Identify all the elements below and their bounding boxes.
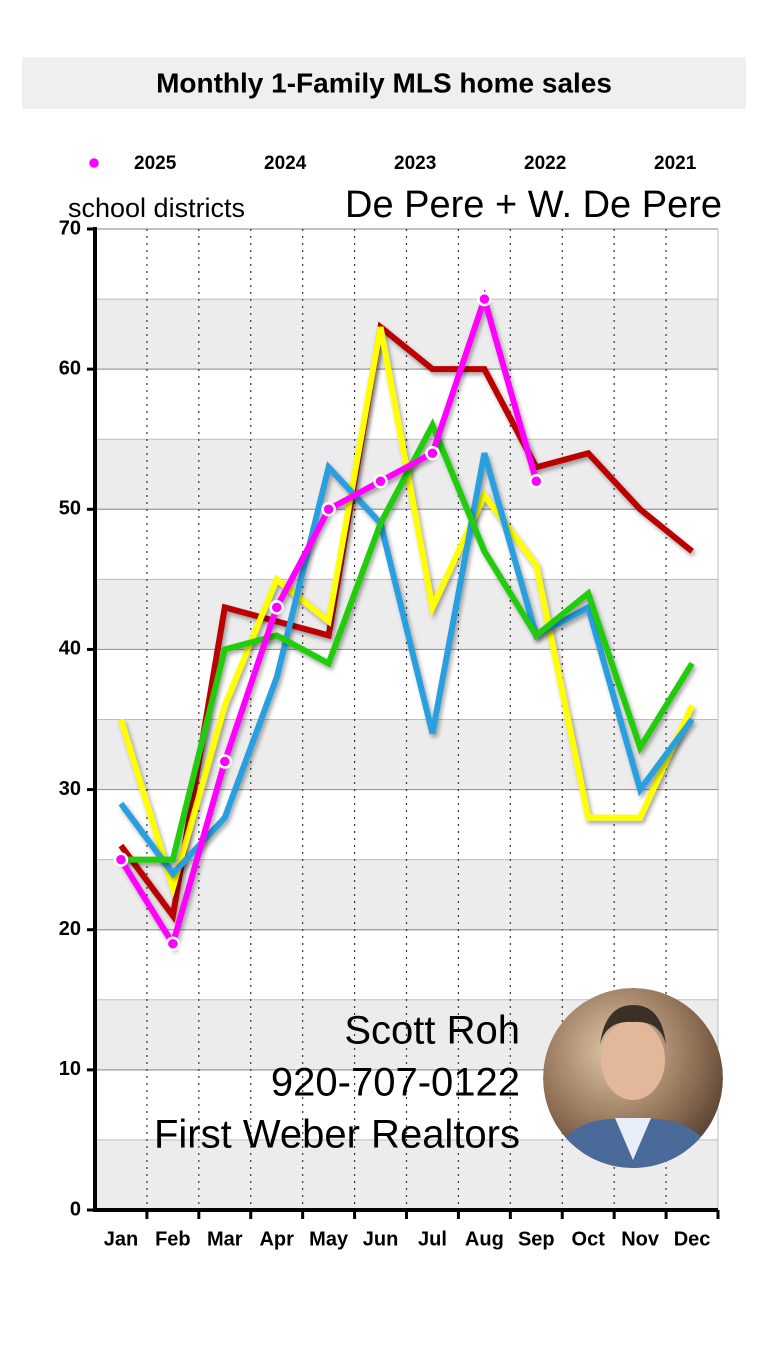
legend-label: 2022 <box>524 153 566 174</box>
x-tick-label: Aug <box>465 1228 504 1250</box>
y-tick-label: 50 <box>59 498 81 520</box>
legend-label: 2025 <box>134 153 177 174</box>
legend-label: 2024 <box>264 153 307 174</box>
subtitle: school districts <box>68 193 245 223</box>
legend-label: 2021 <box>654 153 697 174</box>
legend-label: 2023 <box>394 153 436 174</box>
x-tick-label: Oct <box>572 1228 606 1250</box>
point-marker <box>373 474 388 489</box>
point-marker <box>425 445 440 461</box>
legend-marker <box>86 155 102 171</box>
y-tick-label: 0 <box>70 1198 81 1220</box>
series-line <box>120 418 695 863</box>
y-tick-label: 70 <box>59 217 81 239</box>
point-marker <box>165 936 181 951</box>
x-tick-label: May <box>309 1228 349 1250</box>
point-marker <box>321 502 336 517</box>
x-tick-label: Jun <box>363 1228 399 1250</box>
series-lines <box>113 288 695 952</box>
subtitle: De Pere + W. De Pere <box>345 184 722 226</box>
annotation: First Weber Realtors <box>154 1113 520 1157</box>
y-tick-label: 20 <box>59 918 81 940</box>
point-marker <box>113 852 129 867</box>
annotation: 920-707-0122 <box>271 1061 520 1105</box>
x-tick-label: Nov <box>621 1228 660 1250</box>
y-tick-label: 40 <box>59 638 81 660</box>
point-marker <box>269 600 284 615</box>
series-line <box>118 452 695 879</box>
x-tick-label: Feb <box>155 1228 191 1250</box>
point-marker <box>529 474 544 489</box>
x-tick-label: Jul <box>418 1228 447 1250</box>
series-line <box>118 321 694 924</box>
annotation: Scott Roh <box>344 1009 520 1053</box>
x-tick-label: Apr <box>259 1228 294 1250</box>
y-tick-label: 60 <box>59 357 81 379</box>
point-marker <box>477 291 492 307</box>
chart-title: Monthly 1-Family MLS home sales <box>156 67 612 98</box>
x-tick-label: Dec <box>674 1228 711 1250</box>
x-tick-label: Jan <box>104 1228 138 1250</box>
y-tick-label: 30 <box>59 778 81 800</box>
x-tick-label: Mar <box>207 1228 243 1250</box>
point-marker <box>217 754 233 769</box>
y-tick-label: 10 <box>59 1058 81 1080</box>
title-band <box>22 57 746 109</box>
x-tick-label: Sep <box>518 1228 555 1250</box>
